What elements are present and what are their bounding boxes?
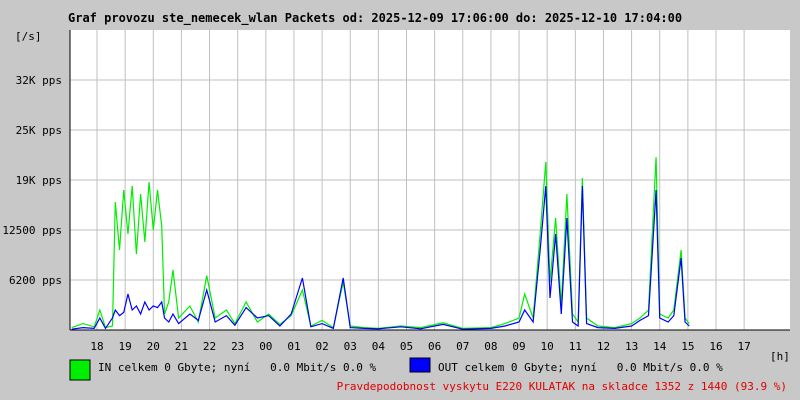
y-tick-label: 25K pps — [16, 124, 62, 137]
y-tick-label: 19K pps — [16, 174, 62, 187]
legend-label: OUT celkem 0 Gbyte; nyní 0.0 Mbit/s 0.0 … — [438, 361, 723, 374]
x-tick-label: 06 — [428, 340, 441, 353]
legend-swatch — [69, 359, 91, 381]
x-tick-label: 01 — [287, 340, 300, 353]
x-tick-label: 23 — [231, 340, 244, 353]
x-tick-label: 22 — [203, 340, 216, 353]
x-tick-label: 10 — [541, 340, 554, 353]
series-line — [71, 185, 690, 330]
x-tick-label: 02 — [315, 340, 328, 353]
x-tick-label: 07 — [456, 340, 469, 353]
x-tick-label: 09 — [512, 340, 525, 353]
x-tick-label: 15 — [681, 340, 694, 353]
x-tick-label: 21 — [175, 340, 188, 353]
y-tick-label: 32K pps — [16, 74, 62, 87]
x-tick-label: 17 — [738, 340, 751, 353]
y-tick-label: 12500 pps — [2, 224, 62, 237]
chart-title: Graf provozu ste_nemecek_wlan Packets od… — [68, 11, 682, 26]
x-tick-label: 14 — [653, 340, 667, 353]
x-tick-label: 13 — [625, 340, 638, 353]
footnote: Pravdepodobnost vyskytu E220 KULATAK na … — [337, 380, 787, 393]
y-tick-label: 6200 pps — [9, 274, 62, 287]
y-unit: [/s] — [15, 30, 42, 43]
x-tick-label: 20 — [147, 340, 160, 353]
x-tick-label: 19 — [119, 340, 132, 353]
x-tick-label: 05 — [400, 340, 413, 353]
x-tick-label: 11 — [569, 340, 582, 353]
x-tick-label: 08 — [484, 340, 497, 353]
x-tick-label: 03 — [344, 340, 357, 353]
x-unit: [h] — [770, 350, 790, 363]
x-tick-label: 12 — [597, 340, 610, 353]
x-tick-label: 00 — [259, 340, 272, 353]
series-line — [71, 157, 690, 330]
x-tick-label: 18 — [90, 340, 103, 353]
x-tick-label: 16 — [709, 340, 722, 353]
x-tick-label: 04 — [372, 340, 386, 353]
legend-label: IN celkem 0 Gbyte; nyní 0.0 Mbit/s 0.0 % — [98, 361, 377, 374]
legend-swatch — [409, 357, 431, 373]
